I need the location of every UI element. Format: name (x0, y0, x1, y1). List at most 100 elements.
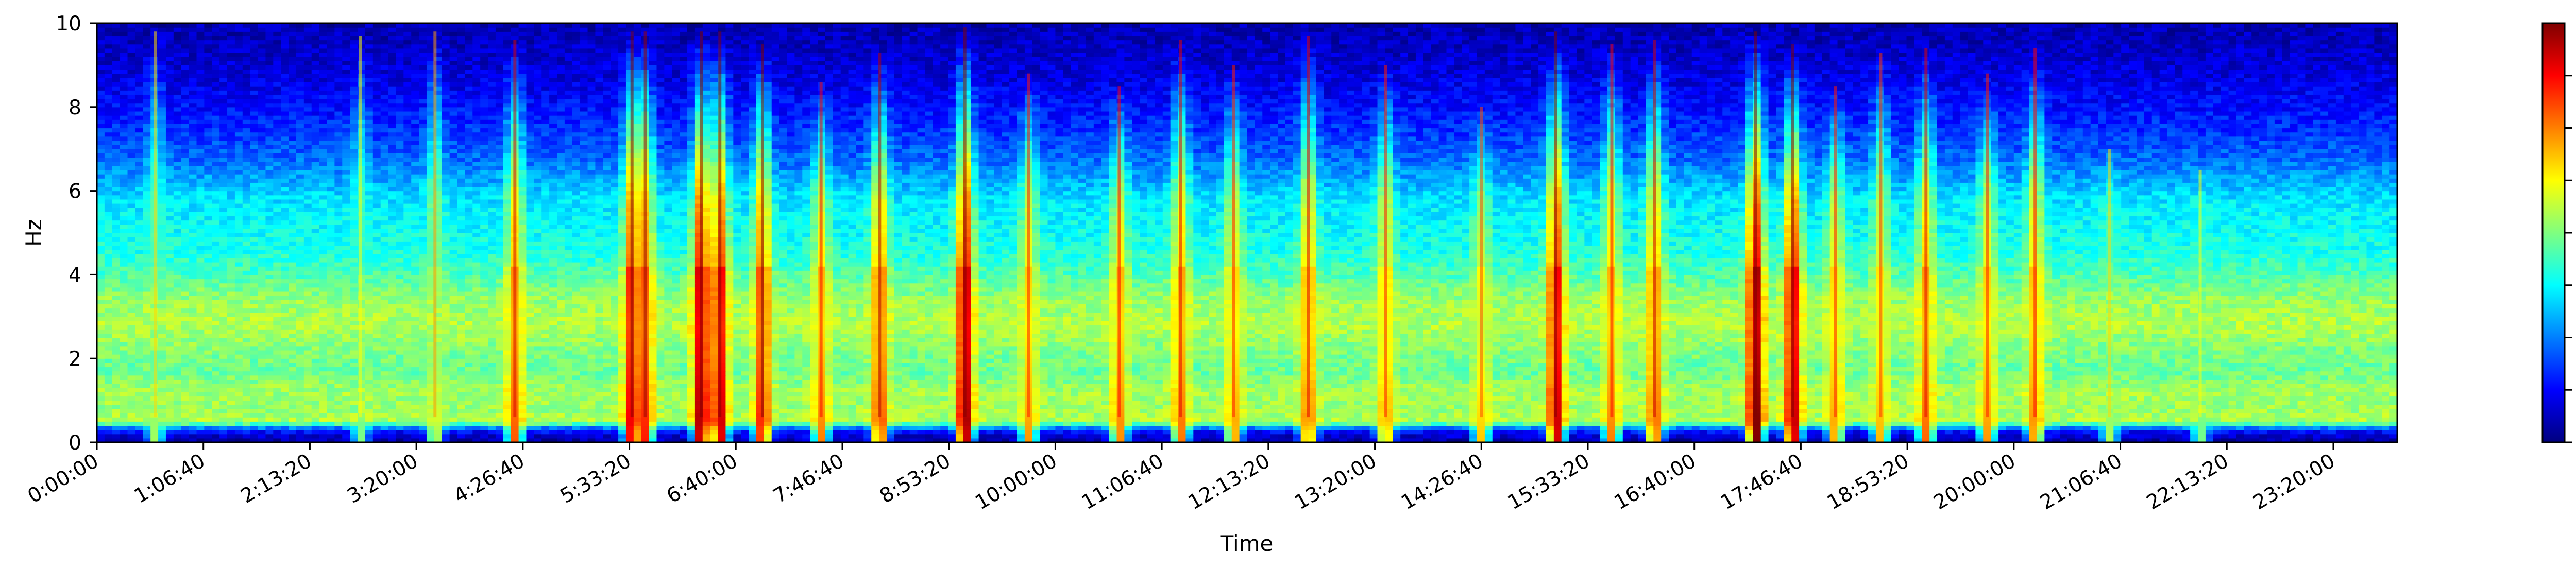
heatmap-cell (810, 430, 818, 435)
heatmap-cell (1178, 425, 1186, 430)
heatmap-cell (2098, 430, 2106, 435)
heatmap-cell (1439, 434, 1447, 439)
heatmap-cell (258, 434, 266, 439)
heatmap-cell (1370, 430, 1378, 435)
heatmap-cell (1071, 430, 1078, 435)
heatmap-cell (1515, 425, 1523, 430)
heatmap-cell (1247, 421, 1255, 426)
heatmap-cell (1055, 434, 1063, 439)
heatmap-cell (312, 425, 319, 430)
heatmap-cell (2236, 425, 2244, 430)
heatmap-cell (779, 430, 787, 435)
heatmap-cell (2129, 434, 2137, 439)
heatmap-cell (725, 434, 733, 439)
heatmap-cell (1439, 430, 1447, 435)
heatmap-cell (1116, 434, 1124, 439)
heatmap-cell (1945, 434, 1953, 439)
heatmap-cell (534, 421, 541, 426)
heatmap-cell (1730, 430, 1738, 435)
heatmap-cell (472, 425, 480, 430)
heatmap-cell (1661, 425, 1669, 430)
heatmap-cell (1830, 430, 1838, 435)
heatmap-cell (971, 421, 979, 426)
heatmap-cell (2298, 434, 2306, 439)
heatmap-cell (1508, 430, 1516, 435)
heatmap-cell (342, 430, 350, 435)
heatmap-cell (243, 434, 250, 439)
heatmap-cell (1554, 434, 1562, 439)
heatmap-cell (189, 430, 197, 435)
heatmap-cell (664, 421, 672, 426)
heatmap-cell (1584, 425, 1592, 430)
heatmap-cell (749, 421, 756, 426)
heatmap-cell (1968, 425, 1976, 430)
heatmap-cell (281, 434, 289, 439)
heatmap-cell (1278, 434, 1285, 439)
heatmap-cell (2075, 425, 2083, 430)
heatmap-cell (703, 425, 710, 430)
heatmap-cell (1032, 434, 1040, 439)
heatmap-cell (649, 430, 657, 435)
heatmap-cell (2267, 434, 2275, 439)
heatmap-cell (879, 421, 887, 426)
heatmap-cell (871, 434, 879, 439)
heatmap-cell (810, 434, 818, 439)
heatmap-cell (1071, 434, 1078, 439)
heatmap-cell (2029, 430, 2037, 435)
heatmap-cell (1998, 425, 2006, 430)
heatmap-cell (1400, 430, 1408, 435)
heatmap-cell (1163, 425, 1171, 430)
heatmap-cell (1002, 434, 1009, 439)
heatmap-cell (1032, 425, 1040, 430)
heatmap-cell (2374, 430, 2382, 435)
heatmap-cell (672, 430, 680, 435)
heatmap-cell (1722, 434, 1730, 439)
heatmap-cell (1040, 425, 1048, 430)
heatmap-cell (396, 430, 403, 435)
heatmap-cell (1109, 425, 1117, 430)
heatmap-cell (756, 421, 764, 426)
heatmap-cell (472, 421, 480, 426)
heatmap-cell (2175, 430, 2182, 435)
heatmap-cell (2251, 434, 2259, 439)
heatmap-cell (1116, 421, 1124, 426)
heatmap-cell (319, 421, 327, 426)
heatmap-cell (1216, 421, 1224, 426)
heatmap-cell (1240, 430, 1247, 435)
heatmap-cell (1983, 425, 1991, 430)
heatmap-cell (2091, 425, 2098, 430)
heatmap-cell (902, 434, 910, 439)
heatmap-cell (1316, 430, 1324, 435)
heatmap-cell (1278, 421, 1285, 426)
heatmap-cell (741, 434, 749, 439)
heatmap-cell (480, 434, 488, 439)
heatmap-cell (97, 421, 105, 426)
heatmap-cell (626, 421, 634, 426)
heatmap-cell (2389, 425, 2397, 430)
heatmap-cell (588, 434, 596, 439)
heatmap-cell (749, 434, 756, 439)
heatmap-cell (1185, 425, 1193, 430)
heatmap-cell (1631, 430, 1638, 435)
heatmap-cell (158, 430, 166, 435)
heatmap-cell (603, 430, 611, 435)
heatmap-cell (1140, 421, 1147, 426)
heatmap-cell (519, 434, 527, 439)
heatmap-cell (1385, 434, 1393, 439)
heatmap-cell (2067, 434, 2075, 439)
heatmap-cell (1201, 425, 1209, 430)
heatmap-cell (1078, 425, 1086, 430)
heatmap-cell (971, 425, 979, 430)
heatmap-cell (863, 421, 871, 426)
heatmap-cell (1446, 421, 1454, 426)
heatmap-cell (710, 430, 718, 435)
heatmap-cell (534, 434, 541, 439)
heatmap-cell (365, 430, 373, 435)
heatmap-cell (2389, 434, 2397, 439)
heatmap-cell (672, 425, 680, 430)
heatmap-cell (1753, 434, 1761, 439)
heatmap-cell (802, 421, 810, 426)
heatmap-cell (1025, 430, 1032, 435)
heatmap-cell (1140, 434, 1147, 439)
heatmap-cell (2320, 434, 2328, 439)
